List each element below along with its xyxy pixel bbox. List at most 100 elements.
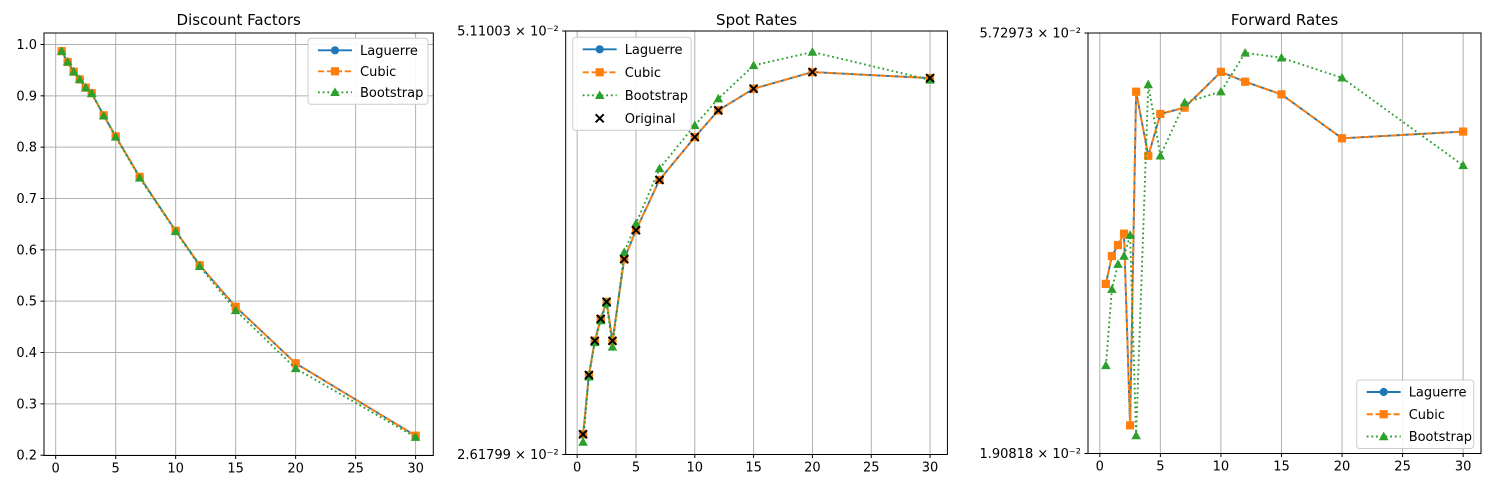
- triangle-marker: [1155, 150, 1166, 160]
- legend-label: Laguerre: [625, 43, 683, 58]
- square-marker: [1241, 77, 1250, 86]
- x-stroke: [807, 67, 818, 77]
- legend-discount-factors: Laguerre Cubic Bootstrap: [307, 37, 429, 105]
- x-marker: [631, 225, 641, 235]
- x-tick-label: 15: [745, 461, 762, 476]
- square-marker: [1125, 421, 1135, 430]
- square-marker: [1144, 151, 1153, 160]
- x-tick-label: 30: [1455, 460, 1472, 475]
- y-tick-labels: 0.2 0.3 0.4 0.5 0.6 0.7 0.8 0.9 1.0: [16, 38, 37, 464]
- triangle-marker: [134, 173, 145, 182]
- triangle-marker: [1143, 79, 1154, 89]
- x-marker: [713, 105, 724, 116]
- spot-y-max-label: 5.11003 × 10⁻²: [457, 25, 559, 40]
- x-tick-label: 0: [573, 461, 581, 476]
- square-marker: [595, 68, 604, 77]
- legend-label: Bootstrap: [1409, 430, 1472, 445]
- laguerre-series: [57, 47, 420, 440]
- triangle-marker: [1113, 259, 1123, 268]
- circle-marker: [330, 46, 340, 55]
- x-stroke: [713, 105, 724, 116]
- triangle-marker: [410, 432, 421, 441]
- x-tick-label: 5: [1156, 460, 1164, 475]
- plot-area: [43, 32, 434, 456]
- square-marker: [330, 67, 340, 76]
- bootstrap-markers: [1101, 48, 1468, 440]
- cubic-series: [57, 47, 420, 440]
- triangle-marker: [748, 60, 759, 70]
- legend-entry-cubic: Cubic: [582, 66, 661, 81]
- x-stroke: [631, 225, 641, 235]
- x-stroke: [584, 370, 594, 380]
- triangle-marker: [74, 74, 85, 84]
- triangle-marker: [1125, 230, 1135, 239]
- x-stroke: [594, 113, 605, 124]
- square-marker: [1101, 279, 1110, 289]
- chart-discount-factors: 0 5 10 15 20 25 30 0.2 0.3 0.4 0.5 0.6 0.7 0.8 0.9 1.0 L…: [16, 32, 434, 477]
- legend-entry-laguerre: Laguerre: [582, 43, 683, 58]
- triangle-marker: [290, 363, 301, 373]
- triangle-marker: [578, 437, 588, 446]
- x-stroke: [590, 336, 600, 346]
- triangle-marker: [631, 218, 641, 228]
- triangle-marker: [68, 66, 79, 76]
- x-marker: [807, 67, 818, 77]
- x-marker: [690, 132, 700, 142]
- x-stroke: [654, 175, 665, 185]
- x-tick-label: 30: [922, 461, 939, 476]
- x-stroke: [925, 73, 935, 83]
- square-marker: [1113, 240, 1123, 250]
- circle-marker: [1379, 387, 1388, 397]
- x-marker: [607, 336, 618, 346]
- plot-area: [1087, 32, 1482, 454]
- x-tick-label: 20: [804, 461, 821, 476]
- legend-entry-bootstrap: Bootstrap: [582, 89, 688, 104]
- y-tick-label: 1.0: [16, 38, 37, 53]
- cubic-line: [60, 50, 417, 437]
- x-marker: [584, 370, 594, 380]
- chart-title-spot-rates: Spot Rates: [716, 11, 797, 29]
- x-tick-label: 10: [167, 462, 184, 477]
- square-marker: [1180, 103, 1189, 112]
- cubic-line: [1104, 70, 1464, 426]
- x-marker: [590, 336, 600, 346]
- chart-forward-rates: 0 5 10 15 20 25 30 Laguerre Cubic Bootstrap: [1084, 32, 1482, 475]
- legend-forward-rates: Laguerre Cubic Bootstrap: [1356, 379, 1475, 449]
- legend-entry-cubic: Cubic: [318, 65, 396, 80]
- x-tick-label: 15: [1273, 460, 1290, 475]
- x-stroke: [595, 314, 606, 324]
- laguerre-markers: [1101, 67, 1468, 430]
- original-series: [578, 67, 935, 439]
- triangle-marker: [1101, 360, 1111, 370]
- triangle-marker: [98, 110, 109, 120]
- triangle-marker: [170, 226, 181, 236]
- laguerre-line: [1104, 70, 1464, 426]
- x-marker: [595, 314, 606, 324]
- square-marker: [1119, 229, 1129, 238]
- legend-entry-original: Original: [594, 112, 676, 127]
- x-tick-labels: 0 5 10 15 20 25 30: [52, 462, 424, 477]
- x-tick-label: 5: [632, 461, 640, 476]
- forward-y-min-label: 1.90818 × 10⁻²: [979, 447, 1081, 462]
- circle-marker: [595, 45, 604, 54]
- legend-box: [1356, 379, 1475, 449]
- plot-area: [565, 30, 948, 455]
- y-tick-label: 0.4: [16, 346, 37, 361]
- chart-title-discount-factors: Discount Factors: [177, 11, 302, 29]
- x-tick-label: 30: [407, 462, 424, 477]
- triangle-marker: [230, 305, 241, 315]
- legend-entry-cubic: Cubic: [1366, 408, 1445, 423]
- cubic-markers: [57, 47, 420, 440]
- bootstrap-series: [1101, 48, 1468, 440]
- x-ticks: [55, 455, 417, 459]
- legend-box: [572, 36, 692, 131]
- x-stroke: [748, 83, 759, 94]
- square-marker: [1132, 87, 1141, 96]
- legend-label: Cubic: [360, 65, 396, 80]
- x-ticks: [576, 454, 931, 458]
- chart-spot-rates: 0 5 10 15 20 25 30 Laguerre Cubic Bootstrap Origin…: [562, 30, 948, 476]
- y-tick-label: 0.6: [16, 243, 37, 258]
- x-marker: [601, 297, 612, 307]
- legend-entry-laguerre: Laguerre: [1366, 386, 1467, 401]
